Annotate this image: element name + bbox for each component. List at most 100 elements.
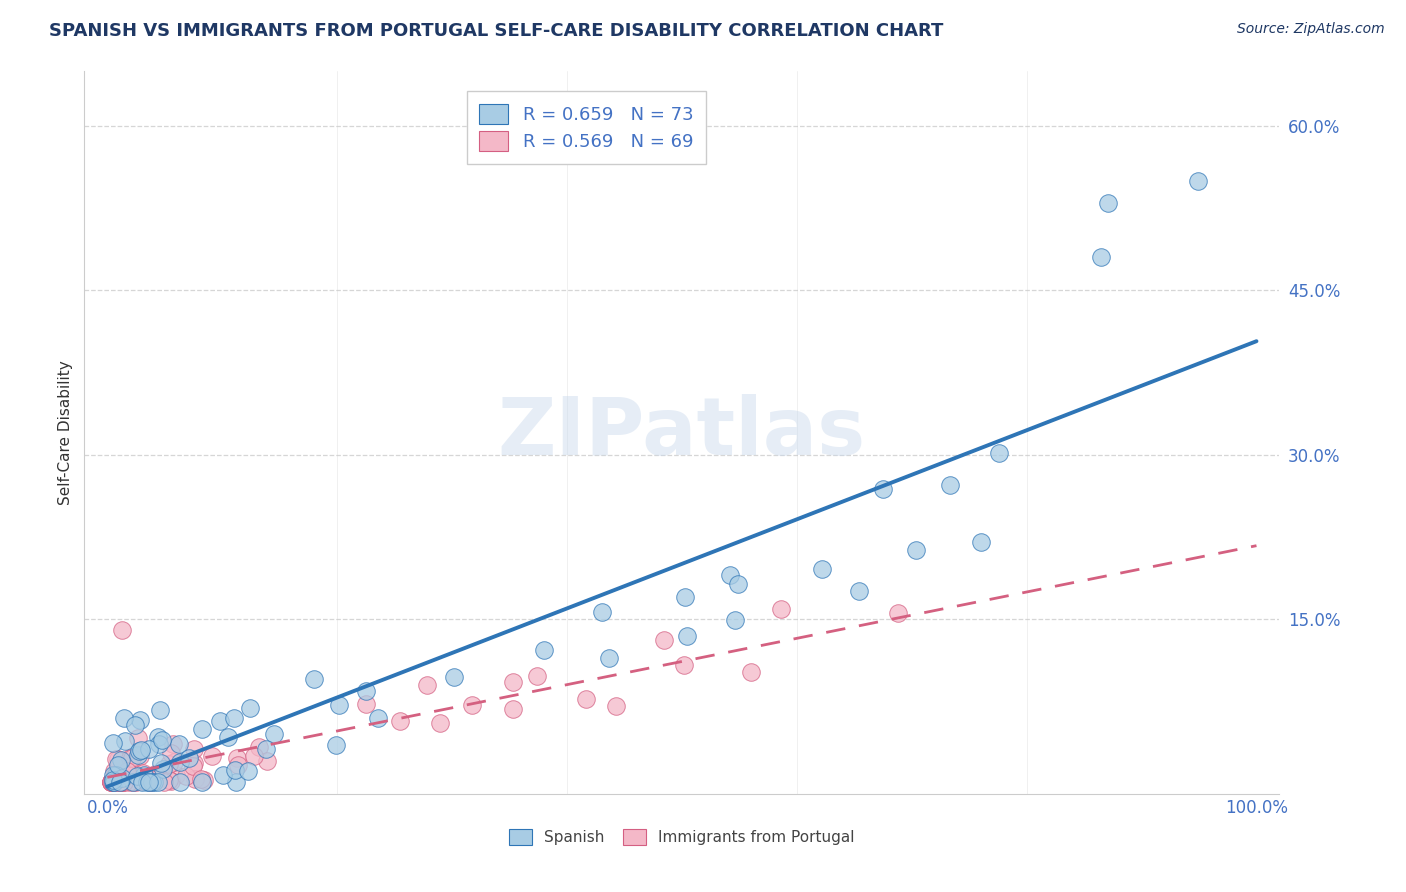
Point xyxy=(103,736,125,750)
Point xyxy=(107,752,129,766)
Point xyxy=(461,698,484,712)
Point xyxy=(304,672,326,686)
Point xyxy=(111,771,134,785)
Point xyxy=(111,774,134,789)
Point xyxy=(183,756,205,771)
Point xyxy=(191,774,214,789)
Point xyxy=(128,713,150,727)
Text: SPANISH VS IMMIGRANTS FROM PORTUGAL SELF-CARE DISABILITY CORRELATION CHART: SPANISH VS IMMIGRANTS FROM PORTUGAL SELF… xyxy=(49,22,943,40)
Point xyxy=(145,767,167,781)
Point xyxy=(263,726,285,740)
Point xyxy=(146,730,169,744)
Text: Source: ZipAtlas.com: Source: ZipAtlas.com xyxy=(1237,22,1385,37)
Point xyxy=(101,774,124,789)
Point xyxy=(152,774,174,789)
Point xyxy=(146,772,169,786)
Point xyxy=(222,710,245,724)
Point xyxy=(100,774,122,789)
Point xyxy=(226,750,249,764)
Point xyxy=(127,748,149,763)
Point xyxy=(502,675,524,690)
Point xyxy=(100,774,122,789)
Point xyxy=(224,764,246,778)
Point xyxy=(103,764,125,779)
Point xyxy=(127,731,149,745)
Point xyxy=(100,774,122,789)
Point xyxy=(162,737,184,751)
Point xyxy=(101,767,124,781)
Point xyxy=(157,757,180,772)
Point xyxy=(108,774,131,789)
Point xyxy=(160,746,183,760)
Point xyxy=(575,692,598,706)
Point xyxy=(169,755,191,769)
Point xyxy=(100,774,122,789)
Point xyxy=(124,772,146,787)
Point xyxy=(256,754,278,768)
Point xyxy=(256,742,278,756)
Point xyxy=(121,774,143,789)
Point xyxy=(970,535,993,549)
Point xyxy=(672,658,695,673)
Point xyxy=(388,714,411,729)
Point xyxy=(526,668,548,682)
Point xyxy=(201,749,224,764)
Y-axis label: Self-Care Disability: Self-Care Disability xyxy=(58,360,73,505)
Point xyxy=(132,766,155,780)
Point xyxy=(904,543,927,558)
Point xyxy=(103,774,125,789)
Point xyxy=(183,758,205,772)
Point xyxy=(939,478,962,492)
Point xyxy=(225,774,247,789)
Point xyxy=(243,749,266,764)
Point xyxy=(367,711,389,725)
Point xyxy=(193,772,215,787)
Point xyxy=(121,751,143,765)
Legend: Spanish, Immigrants from Portugal: Spanish, Immigrants from Portugal xyxy=(503,823,860,851)
Point xyxy=(132,774,155,789)
Point xyxy=(101,773,124,788)
Point xyxy=(848,584,870,599)
Point xyxy=(325,738,347,752)
Point xyxy=(652,632,675,647)
Point xyxy=(114,734,136,748)
Point xyxy=(121,774,143,789)
Point xyxy=(1090,251,1112,265)
Point xyxy=(128,744,150,758)
Point xyxy=(105,751,128,765)
Point xyxy=(110,753,132,767)
Point xyxy=(1187,174,1209,188)
Point xyxy=(165,767,187,781)
Point xyxy=(115,758,138,772)
Point xyxy=(811,562,834,576)
Point xyxy=(125,774,148,789)
Point xyxy=(118,774,141,789)
Point xyxy=(676,629,699,643)
Text: ZIPatlas: ZIPatlas xyxy=(498,393,866,472)
Point xyxy=(131,774,153,789)
Point xyxy=(105,774,128,789)
Point xyxy=(1097,195,1119,210)
Point xyxy=(104,767,127,781)
Point xyxy=(132,768,155,782)
Point xyxy=(148,737,170,751)
Point xyxy=(429,715,451,730)
Point xyxy=(217,731,239,745)
Point xyxy=(131,742,153,756)
Point xyxy=(146,774,169,789)
Point xyxy=(769,601,792,615)
Point xyxy=(152,762,174,776)
Point xyxy=(103,768,125,782)
Point xyxy=(184,772,207,787)
Point xyxy=(872,482,894,496)
Point xyxy=(247,739,270,754)
Point xyxy=(718,568,741,582)
Point xyxy=(125,769,148,783)
Point xyxy=(724,614,747,628)
Point xyxy=(105,774,128,789)
Point xyxy=(120,750,142,764)
Point xyxy=(177,751,200,765)
Point xyxy=(236,764,259,779)
Point xyxy=(354,683,377,698)
Point xyxy=(150,756,173,771)
